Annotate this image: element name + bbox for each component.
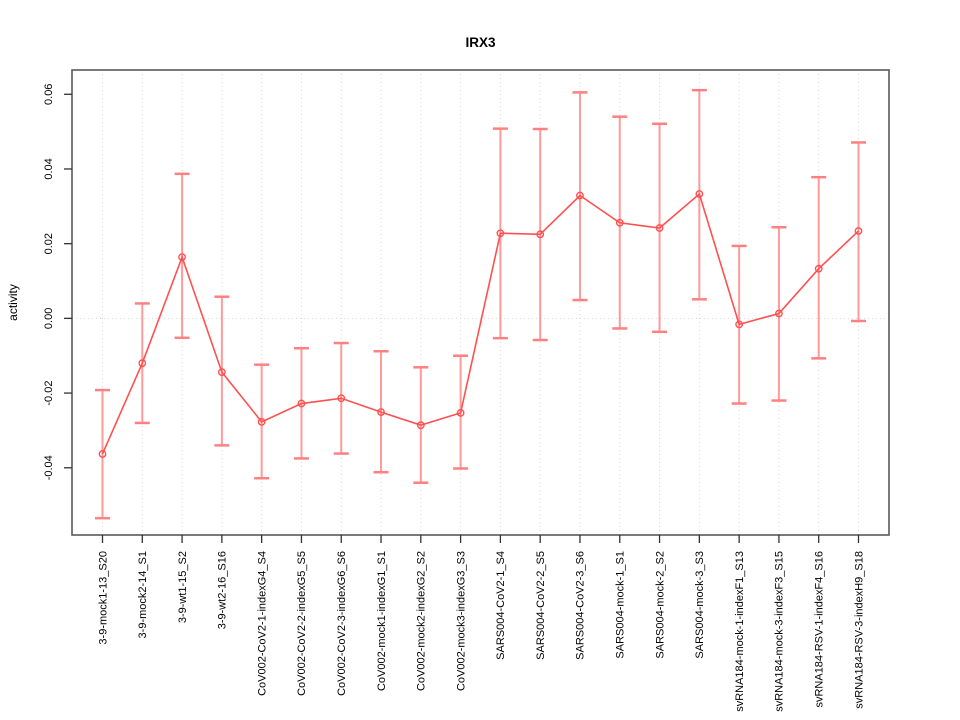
x-tick-label: CoV002-CoV2-3-indexG6_S6 [336, 551, 348, 696]
data-point-marker [416, 421, 425, 430]
data-point-marker [775, 309, 783, 318]
data-point-marker [337, 394, 346, 403]
data-point-marker [695, 190, 704, 198]
x-tick-label: CoV002-CoV2-2-indexG5_S5 [296, 551, 308, 696]
x-tick-label: CoV002-mock2-indexG2_S2 [416, 551, 428, 691]
x-tick-label: SARS004-mock-2_S2 [654, 551, 666, 659]
y-tick-label: 0.02 [43, 233, 55, 254]
data-point-marker [257, 417, 266, 426]
x-tick-label: SARS004-CoV2-1_S4 [495, 551, 507, 660]
data-point-marker [536, 230, 545, 239]
x-tick-label: svRNA184-mock-3-indexF3_S15 [774, 551, 786, 712]
series-line [101, 192, 860, 455]
y-tick-label: 0.06 [43, 84, 55, 105]
y-tick-label: 0.04 [43, 158, 55, 179]
data-point-marker [456, 408, 465, 417]
x-tick-label: 3-9-mock2-14_S1 [137, 551, 149, 638]
x-tick-label: 3-9-wt1-15_S2 [177, 551, 189, 623]
plot-area: -0.04 -0.02 0.00 0.02 0.04 0.06 3-9-mock1-13_S… [43, 69, 890, 712]
data-point-marker [496, 229, 505, 238]
x-tick-label: CoV002-CoV2-1-indexG4_S4 [256, 551, 268, 696]
data-point-marker [178, 253, 186, 262]
x-tick-label: svRNA184-RSV-3-indexH9_S18 [853, 551, 865, 709]
x-tick-label: SARS004-CoV2-2_S5 [535, 551, 547, 660]
data-point-marker [615, 218, 624, 227]
x-tick-label: SARS004-mock-3_S3 [694, 551, 706, 659]
y-axis-label: activity [6, 284, 20, 321]
data-point-marker [814, 264, 823, 273]
plot-box [71, 69, 890, 536]
x-tick-label: SARS004-CoV2-3_S6 [575, 551, 587, 660]
x-tick-label: CoV002-mock1-indexG1_S1 [376, 551, 388, 691]
x-tick-label: CoV002-mock3-indexG3_S3 [455, 551, 467, 691]
data-point-marker [735, 320, 744, 329]
data-point-marker [854, 227, 863, 235]
y-tick-label: -0.04 [43, 455, 55, 480]
x-tick-label: 3-9-wt2-16_S16 [217, 551, 229, 629]
data-point-marker [297, 399, 306, 408]
y-tick-label: -0.02 [43, 381, 55, 406]
data-point-marker [655, 224, 664, 232]
x-tick-label: svRNA184-RSV-1-indexF4_S16 [813, 551, 825, 708]
x-tick-label: SARS004-mock-1_S1 [615, 551, 627, 659]
data-point-marker [138, 359, 147, 368]
x-tick-label: 3-9-mock1-13_S20 [97, 551, 109, 645]
chart-title: IRX3 [465, 35, 496, 50]
x-tick-label: svRNA184-mock-1-indexF1_S13 [734, 551, 746, 712]
y-tick-label: 0.00 [43, 308, 55, 329]
data-point-marker [217, 368, 226, 377]
data-point-marker [377, 408, 385, 417]
data-point-marker [576, 191, 584, 200]
data-point-marker [98, 450, 107, 458]
